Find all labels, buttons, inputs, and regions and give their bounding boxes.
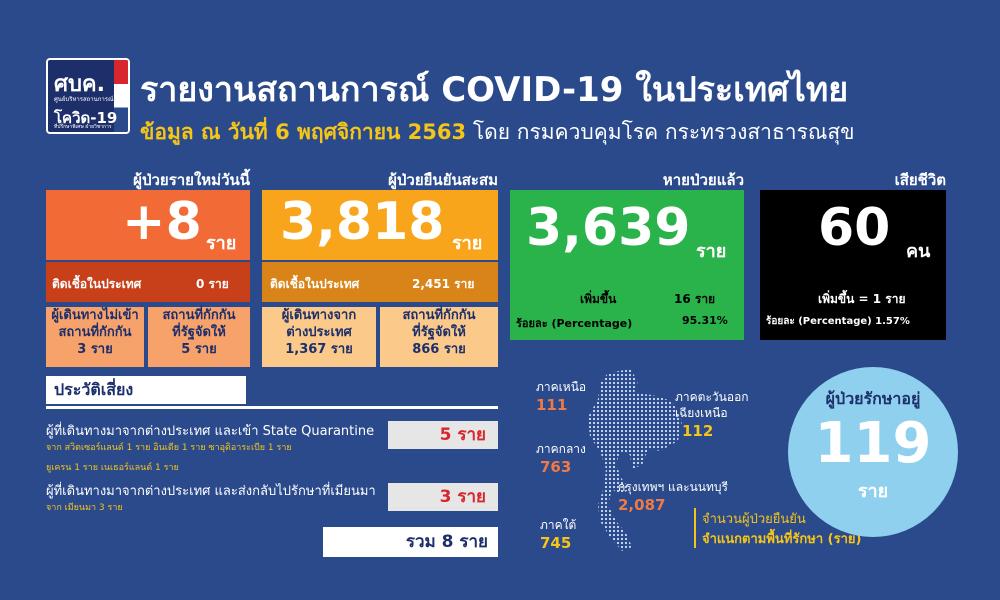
risk-item1-text: ผู้ที่เดินทางมาจากต่างประเทศ และเข้า Sta… <box>46 424 375 439</box>
page-title: รายงานสถานการณ์ COVID-19 ในประเทศไทย <box>140 70 849 110</box>
new-cases-domestic-label: ติดเชื้อในประเทศ <box>52 277 142 291</box>
risk-divider <box>46 406 498 409</box>
region-north-value: 111 <box>536 396 568 414</box>
logo-tagline: ที่ปรึกษาพิเศษ ฝ่ายวิชาการ <box>54 124 112 130</box>
new-cases-label: ผู้ป่วยรายใหม่วันนี้ <box>133 171 250 189</box>
recovered-increase-label: เพิ่มขึ้น <box>580 292 617 306</box>
logo-org: ศูนย์บริหารสถานการณ์ <box>54 96 114 103</box>
new-cases-card: +8 ราย <box>46 190 250 260</box>
recovered-card: 3,639 ราย เพิ่มขึ้น 16 ราย ร้อยละ (Perce… <box>510 190 744 340</box>
cumulative-tag-statequarantine: สถานที่กักกัน ที่รัฐจัดให้ 866 ราย <box>380 307 498 367</box>
thailand-map-icon <box>588 369 682 551</box>
cumulative-label: ผู้ป่วยยืนยันสะสม <box>388 171 498 189</box>
tag-line: ต่างประเทศ <box>286 325 352 340</box>
region-caption2: จำแนกตามพื้นที่รักษา <box>702 532 824 547</box>
risk-heading: ประวัติเสี่ยง <box>46 376 246 404</box>
tag-line: ผู้เดินทางจาก <box>281 308 357 323</box>
logo: ศบค. ศูนย์บริหารสถานการณ์ โควิด-19 ที่ปร… <box>46 58 130 134</box>
treating-value: 119 <box>814 411 932 476</box>
deaths-value: 60 <box>818 198 891 258</box>
region-central-value: 763 <box>540 458 572 476</box>
risk-item1-detail2: ยูเครน 1 ราย เนเธอร์แลนด์ 1 ราย <box>46 463 179 473</box>
risk-item1-value: 5 ราย <box>388 421 498 449</box>
region-bangkok-label: กรุงเทพฯ และนนทบุรี <box>618 480 728 494</box>
region-south-label: ภาคใต้ <box>540 518 577 532</box>
cumulative-domestic-value: 2,451 ราย <box>412 277 475 291</box>
new-cases-domestic-row: ติดเชื้อในประเทศ 0 ราย <box>46 262 250 302</box>
cumulative-card: 3,818 ราย <box>262 190 498 260</box>
tag-line: สถานที่กักกัน <box>58 325 132 340</box>
tag-line: ผู้เดินทางไม่เข้า <box>51 308 139 323</box>
region-caption: จำแนกตามพื้นที่รักษา (ราย) <box>702 528 861 549</box>
new-cases-tag-statequarantine: สถานที่กักกัน ที่รัฐจัดให้ 5 ราย <box>148 307 250 367</box>
deaths-pct: ร้อยละ (Percentage) 1.57% <box>766 316 910 327</box>
risk-item2-text: ผู้ที่เดินทางมาจากต่างประเทศ และส่งกลับไ… <box>46 484 376 499</box>
deaths-card: 60 คน เพิ่มขึ้น = 1 ราย ร้อยละ (Percenta… <box>760 190 946 340</box>
region-central-label: ภาคกลาง <box>536 442 586 456</box>
recovered-unit: ราย <box>696 241 727 262</box>
risk-item2-value: 3 ราย <box>388 483 498 511</box>
treating-label: ผู้ป่วยรักษาอยู่ <box>825 389 921 408</box>
caption-divider <box>694 508 696 548</box>
new-cases-domestic-value: 0 ราย <box>196 277 229 291</box>
recovered-increase-value: 16 ราย <box>674 292 716 306</box>
region-caption1: จำนวนผู้ป่วยยืนยัน <box>702 512 806 527</box>
new-cases-unit: ราย <box>206 233 237 254</box>
cumulative-domestic-label: ติดเชื้อในประเทศ <box>270 277 360 291</box>
risk-item2-detail: จาก เมียนมา 3 ราย <box>46 503 123 513</box>
tag-value: 866 ราย <box>412 342 466 357</box>
tag-value: 5 ราย <box>181 342 217 357</box>
new-cases-value: +8 <box>122 192 202 252</box>
region-caption-unit: (ราย) <box>827 532 862 547</box>
recovered-pct-label: ร้อยละ (Percentage) <box>516 317 633 330</box>
deaths-label: เสียชีวิต <box>894 171 946 189</box>
deaths-unit: คน <box>906 241 931 262</box>
cumulative-unit: ราย <box>452 233 483 254</box>
tag-line: สถานที่กักกัน <box>162 308 236 323</box>
report-date: ข้อมูล ณ วันที่ 6 พฤศจิกายน 2563 <box>140 120 467 144</box>
risk-total: รวม 8 ราย <box>323 527 498 557</box>
region-north-label: ภาคเหนือ <box>536 380 587 394</box>
region-northeast-value: 112 <box>682 422 714 440</box>
report-source: โดย กรมควบคุมโรค กระทรวงสาธารณสุข <box>472 120 855 144</box>
logo-abbr: ศบค. <box>54 72 106 97</box>
recovered-pct-value: 95.31% <box>682 314 728 327</box>
page-subtitle: ข้อมูล ณ วันที่ 6 พฤศจิกายน 2563 โดย กรม… <box>140 116 855 149</box>
tag-line: ที่รัฐจัดให้ <box>412 325 466 340</box>
risk-item1-detail1: จาก สวิตเซอร์แลนด์ 1 ราย อินเดีย 1 ราย ซ… <box>46 443 292 453</box>
deaths-increase: เพิ่มขึ้น = 1 ราย <box>818 292 906 306</box>
new-cases-tag-noquarantine: ผู้เดินทางไม่เข้า สถานที่กักกัน 3 ราย <box>46 307 144 367</box>
cumulative-domestic-row: ติดเชื้อในประเทศ 2,451 ราย <box>262 262 498 302</box>
region-northeast-label1: ภาคตะวันออก <box>675 390 749 404</box>
flag-stripe-icon <box>114 60 128 132</box>
treating-circle: ผู้ป่วยรักษาอยู่ 119 ราย <box>788 367 958 537</box>
recovered-label: หายป่วยแล้ว <box>662 171 744 189</box>
cumulative-tag-abroad: ผู้เดินทางจาก ต่างประเทศ 1,367 ราย <box>262 307 376 367</box>
region-northeast-label2: เฉียงเหนือ <box>675 406 728 420</box>
tag-value: 3 ราย <box>77 342 113 357</box>
treating-unit: ราย <box>857 481 889 502</box>
cumulative-value: 3,818 <box>280 192 445 252</box>
recovered-value: 3,639 <box>526 198 691 258</box>
region-bangkok-value: 2,087 <box>618 496 666 514</box>
tag-line: สถานที่กักกัน <box>402 308 476 323</box>
logo-covid: โควิด-19 <box>54 109 118 127</box>
tag-line: ที่รัฐจัดให้ <box>172 325 226 340</box>
region-south-value: 745 <box>540 534 572 552</box>
tag-value: 1,367 ราย <box>285 342 353 357</box>
